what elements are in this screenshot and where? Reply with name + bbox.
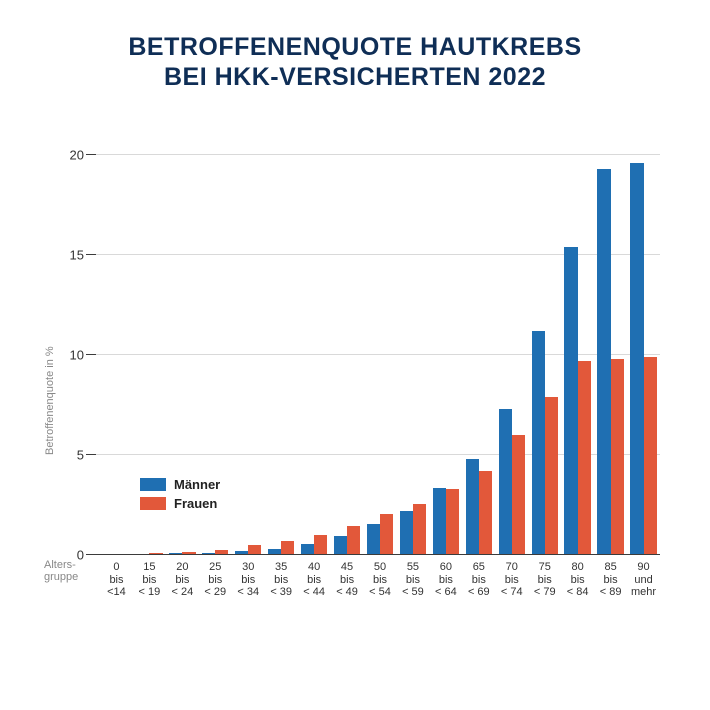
bar-maenner (499, 409, 512, 555)
legend-swatch-maenner (140, 478, 166, 491)
y-tick (86, 254, 96, 255)
y-tick (86, 154, 96, 155)
x-tick-label: 70bis< 74 (495, 561, 528, 599)
page: BETROFFENENQUOTE HAUTKREBS BEI HKK-VERSI… (0, 0, 710, 710)
y-tick-label: 20 (44, 148, 84, 163)
title-line-1: BETROFFENENQUOTE HAUTKREBS (0, 32, 710, 62)
x-tick-label: 55bis< 59 (396, 561, 429, 599)
bar-maenner (367, 524, 380, 555)
x-tick-label: 85bis< 89 (594, 561, 627, 599)
x-tick-label: 60bis< 64 (429, 561, 462, 599)
y-tick (86, 454, 96, 455)
x-axis-group-label: Alters- gruppe (44, 559, 78, 583)
bar-frauen (380, 514, 393, 555)
bar-maenner (630, 163, 643, 555)
bar-frauen (446, 489, 459, 555)
x-tick-label: 35bis< 39 (265, 561, 298, 599)
bar-frauen (314, 535, 327, 555)
y-tick-label: 10 (44, 348, 84, 363)
bar-frauen (545, 397, 558, 555)
x-tick-label: 50bis< 54 (364, 561, 397, 599)
bar-frauen (281, 541, 294, 555)
x-tick-label: 40bis< 44 (298, 561, 331, 599)
legend-swatch-frauen (140, 497, 166, 510)
legend: Männer Frauen (140, 477, 220, 515)
x-tick-label: 80bis< 84 (561, 561, 594, 599)
chart-plot-area: Betroffenenquote in % 05101520 0bis<1415… (100, 155, 660, 555)
bar-frauen (578, 361, 591, 555)
x-tick-label: 15bis< 19 (133, 561, 166, 599)
bar-frauen (512, 435, 525, 555)
title-line-2: BEI HKK-VERSICHERTEN 2022 (0, 62, 710, 92)
x-tick-label: 65bis< 69 (462, 561, 495, 599)
y-tick-label: 5 (44, 448, 84, 463)
x-tick-label: 30bis< 34 (232, 561, 265, 599)
bar-frauen (347, 526, 360, 555)
y-tick (86, 354, 96, 355)
legend-item-maenner: Männer (140, 477, 220, 492)
bar-frauen (611, 359, 624, 555)
bar-frauen (644, 357, 657, 555)
legend-label-maenner: Männer (174, 477, 220, 492)
bar-maenner (564, 247, 577, 555)
bar-frauen (479, 471, 492, 555)
page-title: BETROFFENENQUOTE HAUTKREBS BEI HKK-VERSI… (0, 32, 710, 92)
bar-maenner (532, 331, 545, 555)
legend-item-frauen: Frauen (140, 496, 220, 511)
x-tick-label: 0bis<14 (100, 561, 133, 599)
legend-label-frauen: Frauen (174, 496, 217, 511)
y-axis-label: Betroffenenquote in % (44, 346, 56, 455)
x-tick-label: 25bis< 29 (199, 561, 232, 599)
bar-frauen (413, 504, 426, 555)
x-tick-label: 45bis< 49 (331, 561, 364, 599)
y-tick-label: 15 (44, 248, 84, 263)
bar-maenner (400, 511, 413, 555)
bar-maenner (433, 488, 446, 555)
bar-maenner (597, 169, 610, 555)
x-tick-label: 90undmehr (627, 561, 660, 599)
bar-maenner (334, 536, 347, 555)
x-axis-line (86, 554, 660, 555)
x-tick-label: 20bis< 24 (166, 561, 199, 599)
bar-maenner (466, 459, 479, 555)
x-tick-label: 75bis< 79 (528, 561, 561, 599)
